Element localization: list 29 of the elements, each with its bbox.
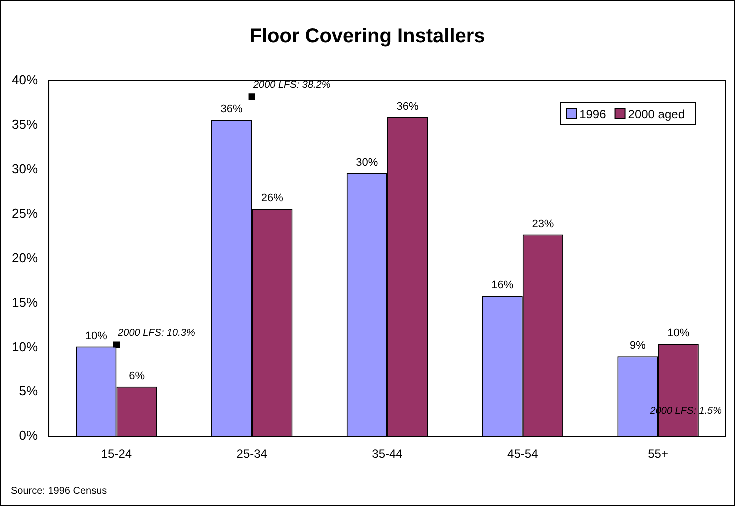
y-tick-label: 20% [12,250,38,266]
y-tick-label: 5% [19,384,38,399]
y-tick-label: 35% [12,117,38,132]
y-tick-label: 40% [12,72,38,88]
x-tick-label: 35-44 [372,447,404,462]
chart-title: Floor Covering Installers [250,26,486,48]
data-label: 30% [356,156,378,169]
data-label: 2000 LFS: 10.3% [117,328,196,339]
y-tick-label: 0% [19,428,38,444]
data-label: 10% [668,328,690,340]
data-label: 6% [129,370,146,382]
x-tick-label: 55+ [648,447,668,462]
x-tick-label: 15-24 [101,447,132,462]
y-tick-label: 10% [12,339,38,354]
x-tick-label: 45-54 [508,447,539,462]
data-label: 16% [492,280,514,292]
data-label: 10% [85,330,108,342]
y-tick-label: 15% [12,294,38,310]
x-tick-label: 25-34 [236,447,268,462]
data-label: 36% [396,100,420,113]
legend-label: 2000 aged [628,107,686,122]
data-label: 26% [261,192,284,205]
data-label: 36% [220,104,244,116]
y-tick-label: 30% [12,161,38,176]
source-note: Source: 1996 Census [11,486,108,497]
legend-label: 1996 [580,107,607,122]
data-label: 9% [630,340,646,352]
data-label: 23% [532,218,554,230]
y-tick-label: 25% [12,206,38,221]
